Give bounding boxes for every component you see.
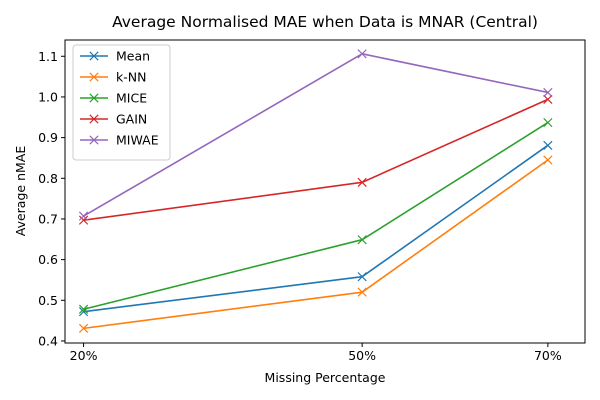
data-point [543, 140, 553, 150]
plot-area [78, 49, 553, 333]
legend-marker [89, 93, 99, 103]
y-tick-label: 0.6 [38, 252, 58, 267]
x-tick-label: 70% [534, 348, 562, 363]
legend-marker [89, 72, 99, 82]
chart-title: Average Normalised MAE when Data is MNAR… [112, 13, 538, 31]
series-mean [78, 140, 553, 317]
data-point [78, 304, 89, 314]
data-point [78, 215, 89, 225]
legend-marker [89, 114, 99, 124]
legend-label: MIWAE [116, 133, 159, 148]
series-k-nn [78, 155, 553, 333]
data-point [357, 272, 367, 282]
legend-item: MIWAE [80, 133, 159, 148]
legend-item: GAIN [80, 112, 147, 127]
legend-marker [89, 135, 99, 145]
plot-frame [64, 39, 586, 344]
series-mice [78, 117, 553, 314]
data-point [543, 155, 553, 165]
y-tick-label: 0.8 [38, 171, 58, 186]
y-tick-label: 0.4 [38, 333, 58, 348]
x-axis-label: Missing Percentage [265, 370, 386, 385]
x-tick-label: 50% [348, 348, 376, 363]
data-point [357, 177, 367, 187]
series-miwae [78, 49, 553, 221]
data-point [357, 49, 367, 59]
data-point [543, 94, 553, 105]
data-point [357, 235, 367, 245]
legend-label: GAIN [116, 112, 147, 127]
legend-label: MICE [116, 91, 147, 106]
legend-item: Mean [80, 49, 150, 64]
x-tick-label: 20% [70, 348, 98, 363]
legend-item: k-NN [80, 70, 146, 85]
y-tick-label: 1.1 [38, 49, 58, 64]
legend-label: Mean [116, 49, 150, 64]
y-axis-label: Average nMAE [13, 146, 28, 237]
data-point [357, 287, 367, 297]
data-point [78, 323, 89, 333]
y-tick-label: 1.0 [38, 89, 58, 104]
legend-marker [89, 51, 99, 61]
data-point [543, 117, 553, 128]
y-axis: 0.4 0.5 0.6 0.7 0.8 0.9 1.0 1.1 [38, 49, 65, 348]
data-point [543, 87, 553, 98]
legend-label: k-NN [116, 70, 146, 85]
y-tick-label: 0.9 [38, 130, 58, 145]
x-axis: 20% 50% 70% [70, 343, 562, 363]
legend: Mean k-NN MICE GAIN MIWAE [72, 44, 171, 161]
series-gain [78, 94, 553, 225]
y-tick-label: 0.7 [38, 211, 58, 226]
series-line [83, 144, 549, 313]
legend-item: MICE [80, 91, 147, 106]
y-tick-label: 0.5 [38, 293, 58, 308]
data-point [78, 211, 89, 221]
